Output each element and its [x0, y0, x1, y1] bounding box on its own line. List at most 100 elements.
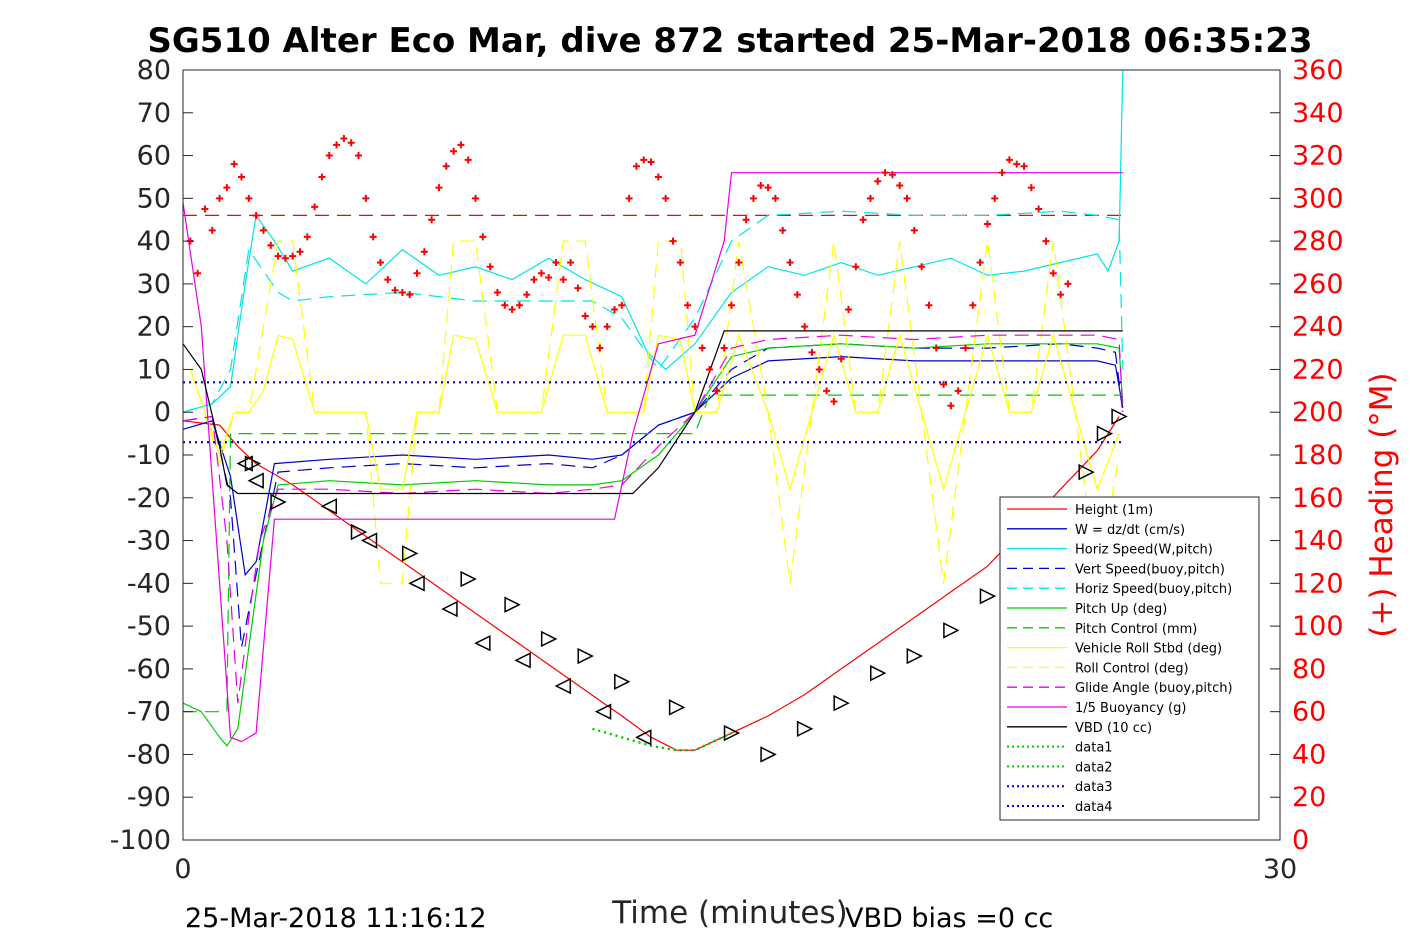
legend: Height (1m) W = dz/dt (cm/s) Horiz Speed(W…	[999, 496, 1260, 821]
right-triangle-marker	[906, 647, 924, 665]
heading-point	[954, 387, 962, 395]
heading-point	[998, 169, 1006, 177]
legend-label: Pitch Up (deg)	[1075, 602, 1167, 617]
heading-point	[333, 141, 341, 149]
x-axis: 0 30	[174, 830, 1297, 885]
right-tick-label: 140	[1292, 526, 1344, 557]
heading-point	[896, 182, 904, 189]
heading-point	[559, 276, 567, 284]
heading-point	[194, 269, 202, 277]
right-tick-label: 220	[1292, 354, 1344, 385]
left-tick-label: -80	[127, 739, 171, 770]
heading-point	[910, 226, 918, 234]
heading-point	[808, 348, 816, 356]
heading-point	[530, 276, 538, 284]
heading-point	[903, 194, 911, 202]
heading-point	[1020, 162, 1028, 170]
heading-point	[764, 184, 772, 192]
heading-point	[216, 194, 224, 202]
heading-point	[669, 237, 677, 245]
legend-label: Height (1m)	[1075, 503, 1153, 518]
heading-point	[742, 216, 750, 224]
right-tick-label: 260	[1292, 269, 1344, 300]
legend-label: Roll Control (deg)	[1075, 661, 1189, 676]
heading-point	[281, 254, 289, 262]
series-line-7	[189, 333, 1120, 492]
right-tick-label: 240	[1292, 312, 1344, 343]
heading-point	[1064, 280, 1072, 288]
x-tick-label: 0	[174, 854, 191, 885]
series-line-8	[189, 240, 1120, 584]
heading-point	[289, 252, 297, 260]
heading-point	[340, 134, 348, 142]
heading-point	[823, 387, 831, 395]
series-line-11	[182, 330, 1123, 495]
left-tick-label: 30	[137, 269, 171, 300]
heading-point	[983, 220, 991, 228]
heading-point	[376, 259, 384, 266]
right-triangle-marker	[796, 720, 814, 737]
right-triangle-marker	[723, 724, 741, 742]
right-tick-label: 160	[1292, 483, 1344, 514]
left-tick-label: 80	[137, 55, 171, 86]
heading-point	[969, 301, 977, 309]
left-tick-label: 20	[137, 312, 171, 343]
heading-point	[632, 162, 640, 170]
series-line-4	[182, 210, 1124, 413]
heading-point	[420, 248, 428, 256]
heading-point	[786, 259, 794, 266]
heading-point	[259, 226, 267, 234]
heading-point	[230, 160, 238, 168]
heading-point	[347, 139, 355, 147]
heading-point	[362, 194, 370, 202]
heading-point	[274, 252, 282, 260]
heading-point	[830, 398, 838, 406]
heading-point	[428, 216, 436, 224]
heading-point	[355, 152, 363, 160]
left-tick-label: -40	[127, 568, 171, 599]
heading-point	[479, 233, 487, 241]
heading-point	[252, 211, 260, 219]
right-triangle-marker	[870, 664, 887, 682]
heading-point	[888, 171, 896, 179]
left-triangle-marker	[247, 472, 264, 489]
heading-point	[947, 402, 955, 410]
right-tick-label: 100	[1292, 611, 1344, 642]
heading-point	[515, 301, 523, 309]
heading-point	[1049, 269, 1057, 277]
right-tick-label: 80	[1292, 654, 1326, 685]
right-triangle-marker	[1096, 425, 1114, 442]
right-tick-label: 300	[1292, 183, 1344, 214]
heading-point	[457, 141, 465, 149]
heading-point	[567, 259, 575, 266]
right-triangle-marker	[1078, 463, 1095, 481]
right-triangle-marker	[943, 622, 960, 639]
heading-point	[976, 259, 984, 266]
left-triangle-marker	[554, 677, 572, 695]
heading-point	[537, 269, 545, 277]
legend-label: Horiz Speed(W,pitch)	[1075, 543, 1213, 558]
heading-point	[676, 259, 684, 266]
heading-point	[223, 184, 231, 192]
heading-point	[369, 233, 377, 241]
left-axis: 80 70 60 50 40 30 20 10 0 -10 -20 -30 -40 -50 -60 -70 -8…	[110, 55, 1280, 856]
left-tick-label: 0	[154, 397, 171, 428]
legend-label: Vehicle Roll Stbd (deg)	[1075, 642, 1222, 657]
left-tick-label: -100	[110, 825, 171, 856]
series-line-5	[182, 343, 1124, 747]
legend-label: data3	[1075, 780, 1113, 795]
legend-label: data4	[1075, 800, 1113, 815]
right-tick-label: 20	[1292, 782, 1326, 813]
heading-point	[698, 344, 706, 352]
left-tick-label: -60	[127, 654, 171, 685]
series-line-13	[592, 727, 732, 752]
right-tick-label: 320	[1292, 141, 1344, 172]
left-triangle-marker	[360, 532, 378, 549]
right-tick-label: 280	[1292, 226, 1344, 257]
heading-point	[845, 306, 853, 314]
heading-point	[325, 152, 333, 160]
right-triangle-marker	[760, 746, 777, 763]
legend-label: Vert Speed(buoy,pitch)	[1075, 562, 1225, 577]
x-tick-label: 30	[1263, 854, 1297, 885]
